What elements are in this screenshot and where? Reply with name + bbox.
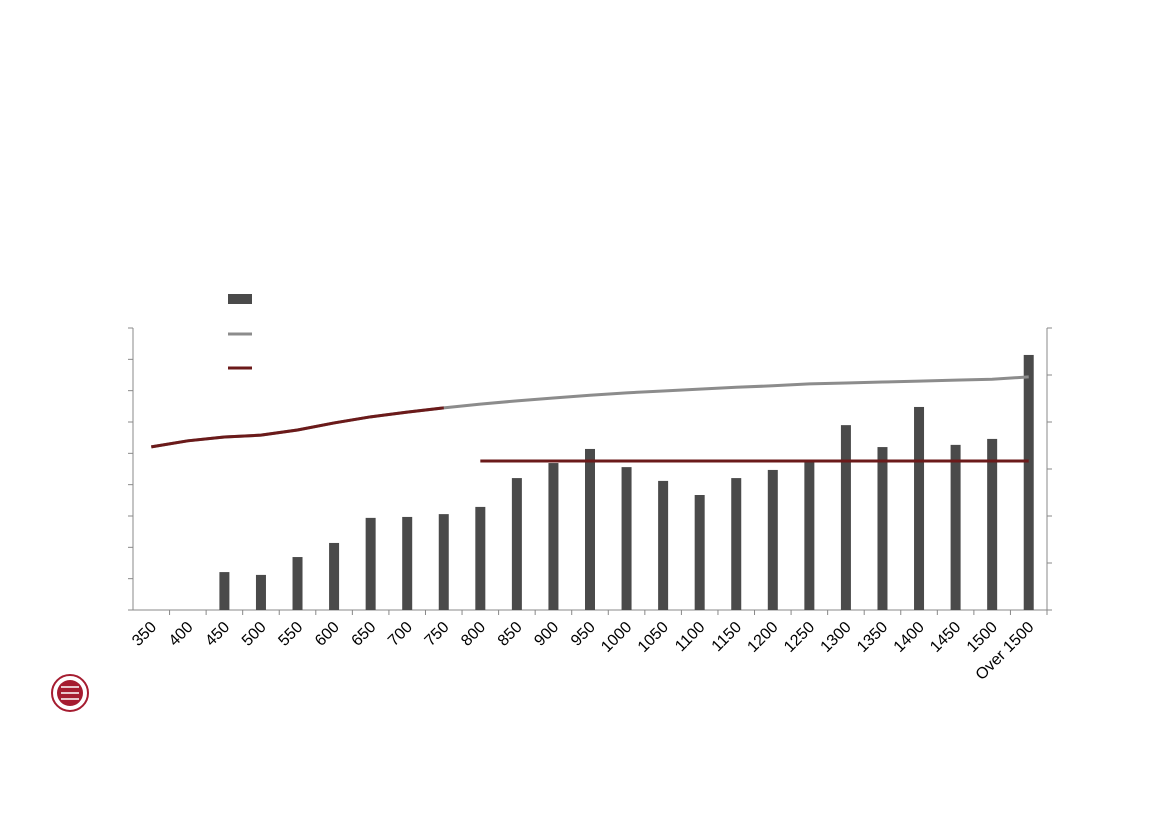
bar	[365, 517, 376, 610]
line	[151, 406, 444, 449]
x-tick-label: 1050	[635, 619, 672, 656]
x-tick-label: 750	[422, 619, 453, 650]
bar	[731, 478, 742, 610]
bar	[292, 557, 303, 610]
x-tick-label: 900	[531, 619, 562, 650]
x-tick-label: 700	[385, 619, 416, 650]
x-tick-label: 1400	[891, 619, 928, 656]
x-tick-label: 550	[275, 619, 306, 650]
x-tick-label: 1200	[744, 619, 781, 656]
x-tick-label: 650	[349, 619, 380, 650]
bar	[877, 447, 888, 610]
x-tick-label: 1350	[854, 619, 891, 656]
bar	[987, 438, 998, 610]
bar	[548, 463, 559, 610]
x-tick-label: 1300	[818, 619, 855, 656]
line	[151, 375, 1029, 449]
bar	[511, 478, 522, 610]
bar	[767, 469, 778, 610]
bar	[219, 572, 230, 610]
legend-swatch	[228, 294, 252, 304]
x-tick-label: 400	[166, 619, 197, 650]
x-tick-label: 800	[458, 619, 489, 650]
logo	[51, 674, 89, 712]
x-tick-label: 600	[312, 619, 343, 650]
bar	[1023, 354, 1034, 610]
x-tick-label: 950	[568, 619, 599, 650]
x-tick-label: 1450	[927, 619, 964, 656]
x-tick-label: 1150	[709, 619, 745, 655]
bar	[914, 406, 925, 610]
x-tick-label: 500	[239, 619, 270, 650]
bar	[658, 480, 669, 610]
x-tick-label: 1100	[672, 619, 708, 655]
x-tick-label: 1250	[781, 619, 818, 656]
bar	[585, 448, 595, 610]
bar	[438, 514, 449, 610]
x-tick-label: 450	[202, 619, 233, 650]
bar	[255, 574, 266, 610]
bar	[804, 460, 815, 610]
bar	[475, 506, 486, 610]
x-tick-label: 1000	[598, 619, 635, 656]
bar	[329, 542, 340, 610]
bar	[694, 495, 705, 610]
bar	[950, 444, 961, 610]
bar	[402, 516, 413, 610]
x-tick-label: 350	[129, 619, 160, 650]
bar	[840, 425, 851, 610]
bar	[621, 467, 632, 610]
x-tick-label: 850	[495, 619, 526, 650]
